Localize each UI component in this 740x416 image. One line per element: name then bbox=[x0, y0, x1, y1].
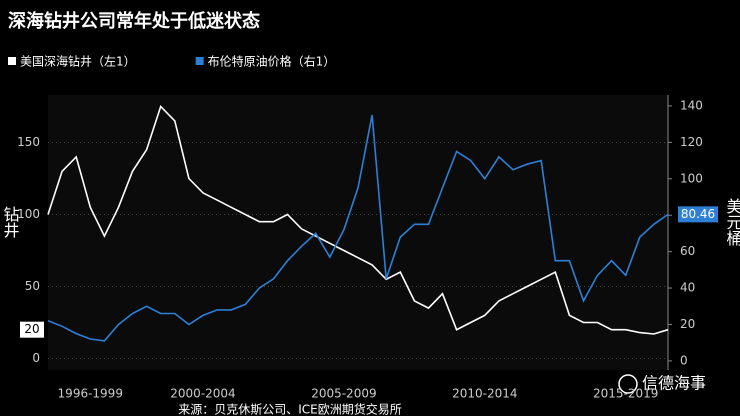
legend-label: 美国深海钻井（左1） bbox=[20, 54, 136, 69]
x-tick-label: 2010-2014 bbox=[452, 387, 517, 401]
chart-title: 深海钻井公司常年处于低迷状态 bbox=[8, 10, 260, 32]
y2-tick-label: 40 bbox=[680, 281, 695, 295]
y-tick-label: 0 bbox=[32, 351, 40, 365]
y2-tick-label: 20 bbox=[680, 317, 695, 331]
end-value-label: 80.46 bbox=[681, 207, 715, 221]
y-tick-label: 100 bbox=[17, 207, 40, 221]
y2-tick-label: 100 bbox=[680, 171, 703, 185]
legend-swatch bbox=[8, 57, 16, 65]
legend-swatch bbox=[195, 57, 204, 65]
y2-tick-label: 140 bbox=[680, 98, 703, 112]
y2-tick-label: 60 bbox=[680, 244, 695, 258]
y2-axis-title: 美元桶 bbox=[724, 198, 740, 246]
line-series bbox=[47, 114, 669, 342]
x-tick-label: 2005-2009 bbox=[311, 387, 376, 401]
watermark: 信德海事 bbox=[642, 374, 706, 393]
y-tick-label: 50 bbox=[25, 279, 40, 293]
value-box bbox=[678, 206, 718, 223]
y-tick-label: 150 bbox=[17, 135, 40, 149]
x-tick-label: 1996-1999 bbox=[58, 387, 123, 401]
plot-area bbox=[48, 95, 668, 370]
value-box bbox=[20, 321, 44, 338]
y-axis-title: 钻井 bbox=[1, 206, 20, 238]
y2-tick-label: 120 bbox=[680, 135, 703, 149]
end-value-label: 20 bbox=[24, 322, 39, 336]
y2-tick-label: 0 bbox=[680, 353, 688, 367]
x-tick-label: 2000-2004 bbox=[170, 387, 235, 401]
x-tick-label: 2015-2019 bbox=[593, 387, 658, 401]
legend-label: 布伦特原油价格（右1） bbox=[208, 54, 336, 69]
source: 来源：贝克休斯公司、ICE欧洲期货交易所 bbox=[178, 402, 402, 416]
watermark-icon bbox=[618, 374, 638, 394]
line-series bbox=[47, 104, 669, 335]
